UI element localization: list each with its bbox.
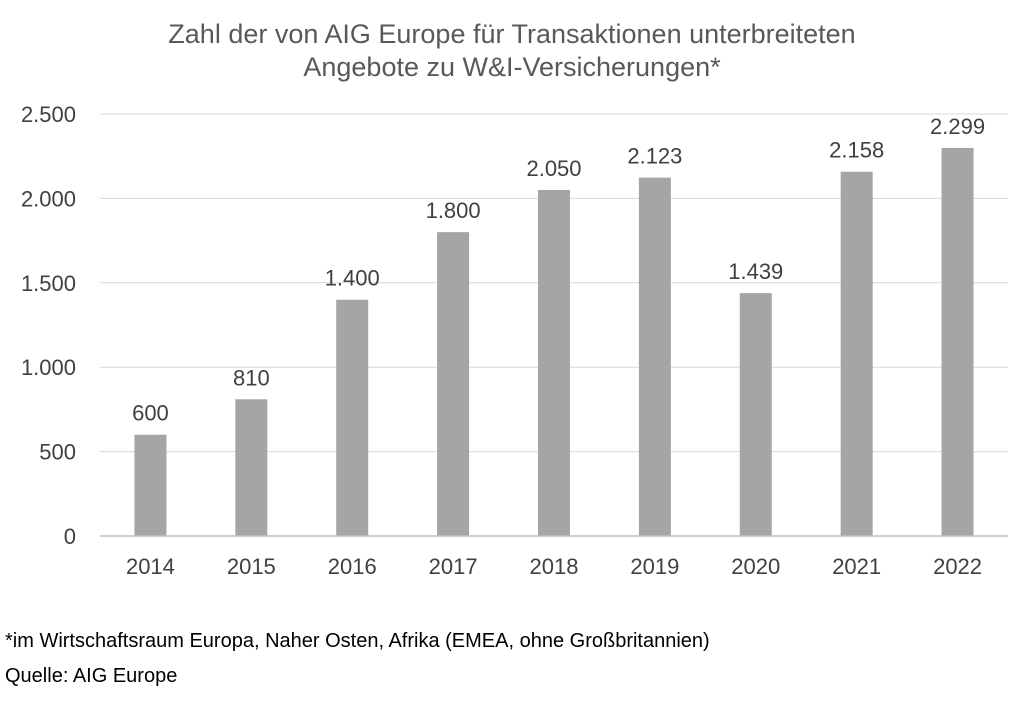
bar-2022 — [941, 147, 974, 536]
labels: 0 500 1.000 1.500 2.000 2.500 600 2014 810 2015 1.… — [21, 102, 985, 579]
y-tick-label: 2.500 — [21, 102, 76, 127]
bar-2018 — [538, 189, 570, 536]
y-tick-label: 1.000 — [21, 355, 76, 380]
data-label: 1.400 — [325, 266, 380, 291]
bar-2020 — [739, 293, 772, 536]
chart-title-line-1: Zahl der von AIG Europe für Transaktione… — [168, 19, 856, 49]
x-tick-label: 2014 — [126, 554, 175, 579]
chart-title-line-2: Angebote zu W&I-Versicherungen* — [303, 52, 721, 82]
data-label: 2.158 — [829, 138, 884, 163]
x-tick-label: 2018 — [530, 554, 579, 579]
chart-title: Zahl der von AIG Europe für Transaktione… — [0, 18, 1024, 84]
y-tick-label: 1.500 — [21, 271, 76, 296]
bar-2019 — [638, 177, 671, 536]
bars — [134, 147, 974, 536]
bar-2015 — [235, 399, 268, 536]
x-tick-label: 2020 — [731, 554, 780, 579]
data-label: 2.123 — [627, 144, 682, 169]
x-tick-label: 2015 — [227, 554, 276, 579]
source-note: Quelle: AIG Europe — [5, 665, 178, 687]
x-tick-label: 2021 — [832, 554, 881, 579]
footnote: *im Wirtschaftsraum Europa, Naher Osten,… — [5, 630, 710, 652]
bar-2021 — [840, 171, 873, 536]
data-label: 600 — [132, 401, 169, 426]
x-tick-label: 2022 — [933, 554, 982, 579]
y-tick-label: 2.000 — [21, 186, 76, 211]
data-label: 1.800 — [426, 198, 481, 223]
bar-2017 — [437, 232, 470, 536]
bar-chart: 0 500 1.000 1.500 2.000 2.500 600 2014 810 2015 1.… — [21, 102, 1008, 579]
bar-2016 — [336, 299, 369, 536]
data-label: 2.050 — [526, 156, 581, 181]
data-label: 1.439 — [728, 259, 783, 284]
x-tick-label: 2019 — [630, 554, 679, 579]
y-tick-label: 0 — [64, 524, 76, 549]
x-tick-label: 2016 — [328, 554, 377, 579]
bar-2014 — [134, 434, 167, 536]
data-label: 2.299 — [930, 114, 985, 139]
data-label: 810 — [233, 365, 270, 390]
x-tick-label: 2017 — [429, 554, 478, 579]
y-tick-label: 500 — [39, 440, 76, 465]
